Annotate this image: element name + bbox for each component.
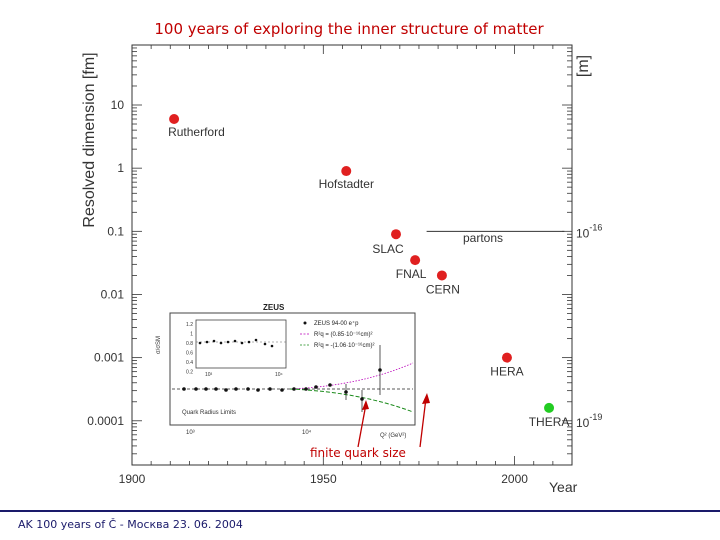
point-hera [501,352,512,363]
label-cern: CERN [426,282,460,296]
label-slac: SLAC [372,242,404,256]
y-tick-label: 0.01 [101,287,125,301]
right-tick-label: 10-19 [576,412,602,430]
footer-divider [0,510,720,512]
inset-quark-radius-label: Quark Radius Limits [182,410,236,416]
point-slac [391,229,401,240]
inset-subplot-frame [195,319,287,369]
finite-quark-size-annotation: finite quark size [310,446,406,460]
inset-frame [169,312,416,426]
inset-main-point [204,387,208,391]
inset-y-tick-label: 0.2 [186,370,193,376]
partons-label: partons [463,231,503,245]
inset-sub-point [205,340,209,344]
x-tick-label: 2000 [501,472,528,486]
label-hera: HERA [490,365,523,379]
inset-legend-entry: ZEUS 94-00 e⁺p [314,320,359,327]
inset-subplot-x-ticks: 10³ 10⁴ [205,372,283,378]
point-hofstadter [341,166,352,177]
inset-y-label: σ/σSM [156,336,162,354]
y-tick-label: 0.1 [107,224,124,238]
y-axis-label: Resolved dimension [fm] [81,52,98,227]
inset-main-point [292,387,296,391]
label-rutherford: Rutherford [168,125,225,139]
inset-y-ticks: 1.2 1 0.8 0.6 0.4 0.2 [186,322,193,376]
inset-x-tick-1: 10³ [186,430,195,436]
axes: 10 1 0.1 0.01 0.001 0.0001 10-16 10-19 1900 1950 2… [87,45,602,486]
inset-sub-point [198,341,202,345]
y-tick-label: 0.0001 [87,414,124,428]
inset-sub-point [263,342,267,346]
inset-sub-point [270,344,274,348]
inset-main-point [268,387,272,391]
right-tick-label: 10-16 [576,222,602,240]
inset-y-tick-label: 0.4 [186,360,193,366]
inset-main-point [224,388,228,392]
inset-subplot-points [198,338,274,348]
annotation-arrowhead-1 [362,400,369,410]
y-tick-label: 10 [111,98,125,112]
inset-legend-marker [303,321,307,325]
inset-y-tick-label: 1.2 [186,322,193,328]
inset-legend: ZEUS 94-00 e⁺p R²q = (0.85·10⁻¹⁶cm)² R²q =… [300,320,374,349]
inset-legend-entry: R²q = (0.85·10⁻¹⁶cm)² [314,331,372,338]
footer-text: AK 100 years of Č - Москва 23. 06. 2004 [18,518,243,531]
inset-x-axis-label: Q² (GeV²) [380,433,406,439]
point-cern [436,270,447,281]
slide-title: 100 years of exploring the inner structu… [154,20,544,38]
label-thera: THERA [529,415,570,429]
inset-main-point [304,387,308,391]
label-hofstadter: Hofstadter [319,177,374,191]
y-tick-label: 1 [117,161,124,175]
inset-legend-entry: R²q = -(1.06·10⁻¹⁶cm)² [314,342,374,349]
inset-subplot-tick-label: 10⁴ [275,372,283,378]
inset-sub-point [212,339,216,343]
inset-sub-point [233,339,237,343]
inset-main-point [182,387,186,391]
inset-main-point [246,387,250,391]
x-tick-label: 1950 [310,472,337,486]
inset-y-tick-label: 0.8 [186,341,193,347]
inset-main-point [256,388,260,392]
inset-x-tick-2: 10⁴ [302,429,312,436]
annotation-arrow-2 [419,397,427,448]
inset-sub-point [226,340,230,344]
x-axis-label: Year [549,479,578,495]
inset-main-point [328,383,332,387]
label-fnal: FNAL [396,267,427,281]
right-axis-label: [m] [575,55,592,77]
inset-sub-point [219,341,223,345]
inset-main-point [280,388,284,392]
inset-sub-point [254,338,258,342]
point-fnal [410,255,421,266]
x-tick-label: 1900 [119,472,146,486]
inset-sub-point [240,341,244,345]
point-rutherford [169,114,180,125]
inset-main-point [194,387,198,391]
inset-title: ZEUS [263,303,285,312]
y-tick-label: 0.001 [94,351,124,365]
annotation-arrow-1 [357,403,367,448]
point-thera [544,402,555,413]
inset-sub-point [247,340,251,344]
inset-y-tick-label: 1 [190,332,193,338]
inset-main-point [314,385,318,389]
inset-main-point [214,387,218,391]
plot-frame [131,44,573,466]
zeus-inset: ZEUS σ/σSM 1.2 1 0.8 0.6 0.4 0.2 10³ 10⁴ ZEUS … [156,303,416,439]
annotation-arrowhead-2 [422,393,430,404]
inset-subplot-tick-label: 10³ [205,372,213,378]
inset-main-points [182,345,382,412]
inset-main-point [234,387,238,391]
inset-y-tick-label: 0.6 [186,351,193,357]
